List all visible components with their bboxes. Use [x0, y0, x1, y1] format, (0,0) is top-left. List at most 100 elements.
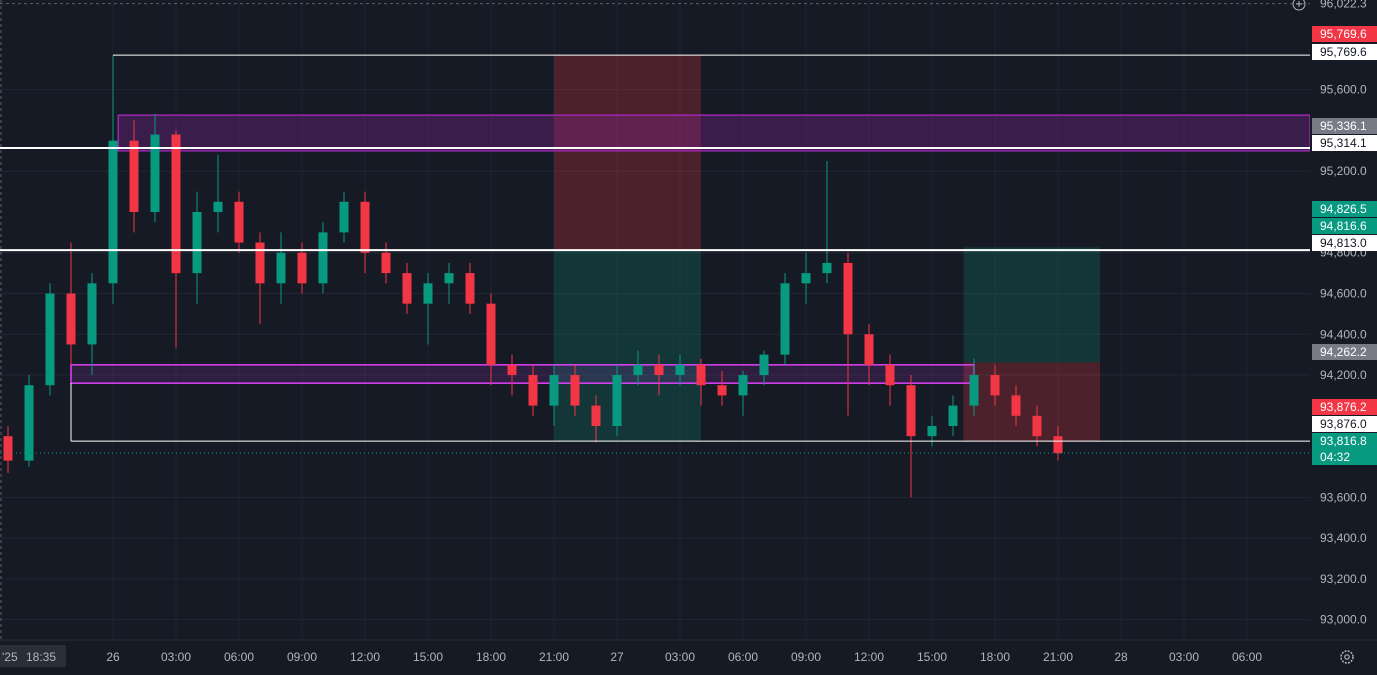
price-axis[interactable]: 95,600.095,200.094,800.094,600.094,400.0…	[1292, 0, 1377, 640]
price-tag-bg	[1312, 416, 1377, 432]
candle-body	[486, 303, 496, 365]
time-tick-label: 21:00	[1043, 650, 1073, 664]
time-tick-label: 03:00	[1169, 650, 1199, 664]
price-tag-label: 95,336.1	[1320, 119, 1367, 133]
time-tick-label: 06:00	[1232, 650, 1262, 664]
gear-icon-outer	[1340, 650, 1354, 664]
candle-body	[885, 364, 895, 386]
time-tick-label: 06:00	[728, 650, 758, 664]
time-tick-label: 15:00	[917, 650, 947, 664]
candle-body	[381, 252, 391, 274]
price-tick-label: 93,200.0	[1320, 572, 1367, 586]
candle-body	[780, 283, 790, 355]
candle-body	[402, 273, 412, 304]
supply-demand-zone	[70, 364, 975, 384]
candle-body	[633, 364, 643, 376]
candle-body	[444, 273, 454, 284]
price-tag-bg	[1312, 218, 1377, 234]
candle-body	[1053, 436, 1063, 454]
candle-body	[948, 405, 958, 426]
time-tick-label: 03:00	[161, 650, 191, 664]
time-tick-label: 09:00	[791, 650, 821, 664]
candle-body	[339, 201, 349, 233]
candle-body	[192, 211, 202, 274]
candle-body	[990, 375, 1000, 396]
candle-body	[66, 293, 76, 345]
price-tick-label: 94,400.0	[1320, 327, 1367, 341]
price-tag-bg	[1312, 135, 1377, 151]
supply-demand-zone	[117, 114, 1311, 152]
time-tick-label: 26	[106, 650, 120, 664]
drawing-layer[interactable]	[70, 55, 1311, 442]
time-tick-label: 15:00	[413, 650, 443, 664]
candle-body	[1032, 415, 1042, 437]
price-tag-label: 94,826.5	[1320, 202, 1367, 216]
candle-body	[906, 385, 916, 437]
candle-body	[528, 375, 538, 406]
candle-body	[612, 375, 622, 426]
price-tag-label: 93,816.8	[1320, 434, 1367, 448]
candle-body	[738, 375, 748, 396]
candle-body	[24, 385, 34, 461]
crosshair-year-label: '25	[2, 650, 18, 664]
candle-body	[465, 273, 475, 304]
price-tick-label: 94,200.0	[1320, 368, 1367, 382]
price-tick-label: 93,600.0	[1320, 490, 1367, 504]
candle-body	[234, 201, 244, 243]
candle-body	[3, 436, 13, 461]
candle-body	[255, 242, 265, 284]
price-tag-bg	[1312, 118, 1377, 134]
price-tick-label: 93,000.0	[1320, 613, 1367, 627]
candle-body	[591, 405, 601, 426]
candle-body	[318, 232, 328, 284]
price-tag-bg	[1312, 26, 1377, 42]
time-tick-label: 12:00	[854, 650, 884, 664]
price-tick-label: 93,400.0	[1320, 531, 1367, 545]
candle-body	[360, 201, 370, 253]
candle-body	[696, 364, 706, 386]
crosshair-time-label: 18:35	[26, 650, 56, 664]
candle-body	[1011, 395, 1021, 416]
price-tag-label: 93,876.0	[1320, 417, 1367, 431]
time-tick-label: 12:00	[350, 650, 380, 664]
settings-icon[interactable]	[1340, 650, 1354, 664]
candle-body	[843, 262, 853, 335]
price-tag-label: 94,262.2	[1320, 345, 1367, 359]
overlay-layer	[0, 54, 1310, 454]
candle-body	[717, 385, 727, 396]
candle-body	[45, 293, 55, 386]
candle-body	[927, 425, 937, 437]
gear-icon-inner	[1344, 654, 1350, 660]
candle-body	[108, 140, 118, 284]
time-tick-label: 03:00	[665, 650, 695, 664]
price-tag-label: 95,314.1	[1320, 136, 1367, 150]
candle-body	[654, 364, 664, 376]
top-price-label: 96,022.3	[1320, 0, 1367, 11]
time-axis-background	[0, 640, 1377, 675]
candle-body	[864, 334, 874, 365]
price-tick-label: 95,200.0	[1320, 164, 1367, 178]
candle-body	[87, 283, 97, 345]
time-tick-label: 09:00	[287, 650, 317, 664]
price-tag-bg	[1312, 399, 1377, 415]
time-tick-label: 27	[610, 650, 624, 664]
position-target-zone	[963, 247, 1100, 363]
price-tag-bg	[1312, 235, 1377, 251]
price-axis-background	[1310, 0, 1377, 640]
candle-body	[570, 375, 580, 406]
position-stop-zone	[963, 362, 1100, 442]
candle-body	[507, 364, 517, 376]
candle-body	[297, 252, 307, 284]
time-axis[interactable]: 26 03:00 06:00 09:00 12:00 15:00 18:00 21:00 27 0…	[0, 639, 1377, 675]
time-tick-label: 18:00	[476, 650, 506, 664]
add-alert-icon[interactable]	[1292, 0, 1306, 11]
candle-body	[423, 283, 433, 304]
candle-body	[213, 201, 223, 212]
position-target-zone	[554, 250, 701, 442]
candle-body	[969, 375, 979, 406]
candle-body	[801, 273, 811, 284]
price-tag-bg	[1312, 433, 1377, 449]
